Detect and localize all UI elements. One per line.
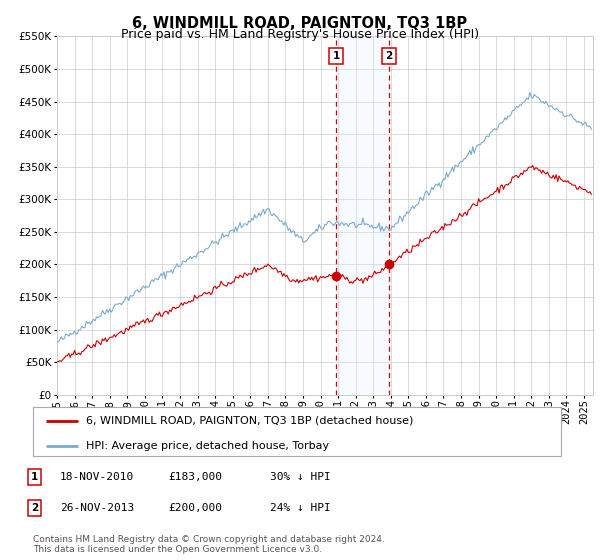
Text: 24% ↓ HPI: 24% ↓ HPI bbox=[270, 503, 331, 513]
Text: Price paid vs. HM Land Registry's House Price Index (HPI): Price paid vs. HM Land Registry's House … bbox=[121, 28, 479, 41]
Text: 2: 2 bbox=[385, 51, 392, 61]
Text: 26-NOV-2013: 26-NOV-2013 bbox=[60, 503, 134, 513]
Text: This data is licensed under the Open Government Licence v3.0.: This data is licensed under the Open Gov… bbox=[33, 545, 322, 554]
Text: 2: 2 bbox=[31, 503, 38, 513]
Text: 1: 1 bbox=[332, 51, 340, 61]
Text: Contains HM Land Registry data © Crown copyright and database right 2024.: Contains HM Land Registry data © Crown c… bbox=[33, 535, 385, 544]
Text: 1: 1 bbox=[31, 472, 38, 482]
Text: £200,000: £200,000 bbox=[168, 503, 222, 513]
Bar bbox=[336, 36, 389, 395]
Text: 6, WINDMILL ROAD, PAIGNTON, TQ3 1BP: 6, WINDMILL ROAD, PAIGNTON, TQ3 1BP bbox=[133, 16, 467, 31]
Text: 18-NOV-2010: 18-NOV-2010 bbox=[60, 472, 134, 482]
Text: 30% ↓ HPI: 30% ↓ HPI bbox=[270, 472, 331, 482]
Text: £183,000: £183,000 bbox=[168, 472, 222, 482]
Text: 6, WINDMILL ROAD, PAIGNTON, TQ3 1BP (detached house): 6, WINDMILL ROAD, PAIGNTON, TQ3 1BP (det… bbox=[86, 416, 413, 426]
Text: HPI: Average price, detached house, Torbay: HPI: Average price, detached house, Torb… bbox=[86, 441, 329, 451]
